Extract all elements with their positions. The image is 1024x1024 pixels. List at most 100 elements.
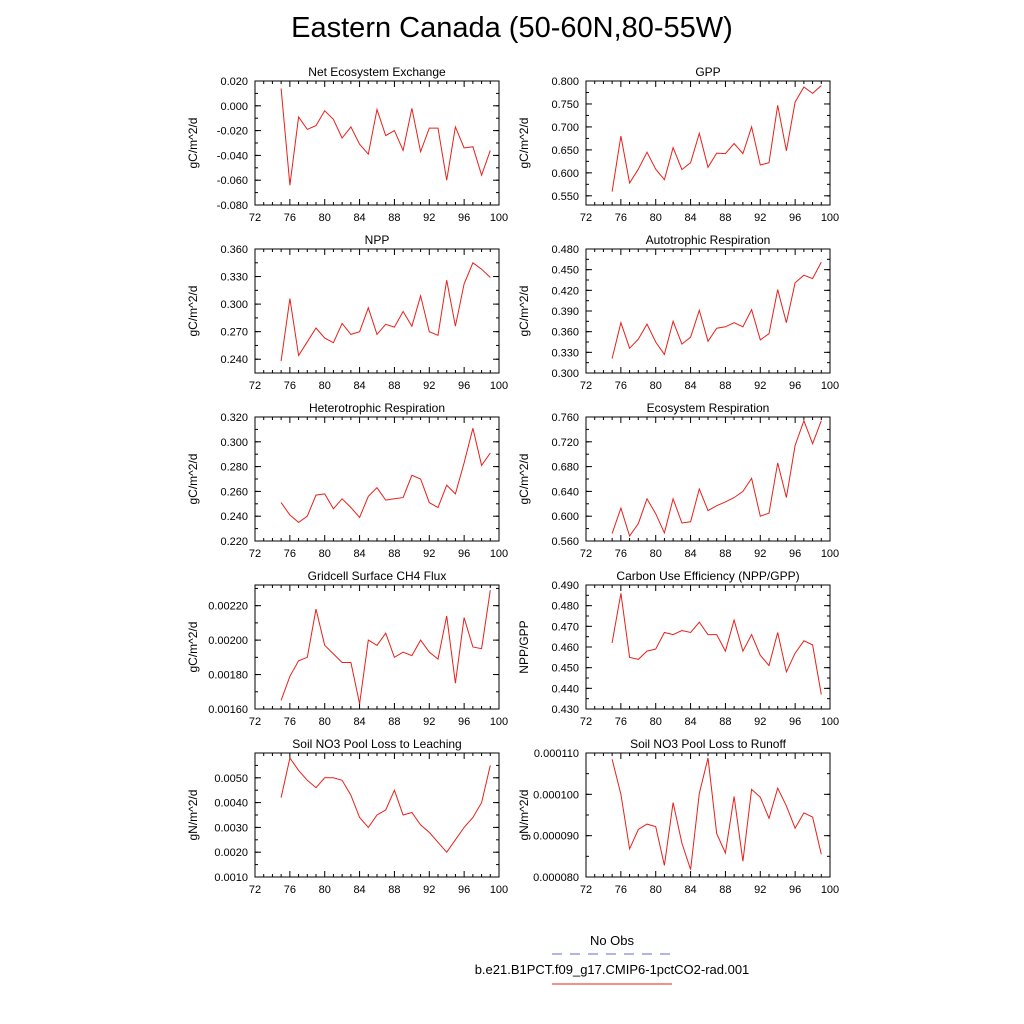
chart-frame — [254, 416, 500, 542]
x-tick-label: 100 — [821, 548, 839, 560]
x-tick-label: 92 — [754, 212, 766, 224]
chart-title: GPP — [695, 65, 720, 79]
x-tick-label: 76 — [284, 716, 296, 728]
x-tick-label: 100 — [821, 884, 839, 896]
x-tick-label: 84 — [353, 548, 365, 560]
y-tick-label: 0.0040 — [214, 798, 248, 810]
chart-title: Soil NO3 Pool Loss to Leaching — [292, 737, 461, 751]
x-tick-label: 80 — [319, 380, 331, 392]
x-tick-label: 84 — [684, 380, 696, 392]
y-tick-label: 0.800 — [551, 76, 579, 88]
x-tick-label: 80 — [319, 212, 331, 224]
chart-frame — [254, 584, 500, 710]
x-tick-label: 72 — [249, 716, 261, 728]
y-tick-label: 0.430 — [551, 704, 579, 716]
x-tick-label: 84 — [684, 548, 696, 560]
chart-title: Carbon Use Efficiency (NPP/GPP) — [616, 569, 799, 583]
series-line — [611, 419, 822, 538]
y-tick-label: 0.420 — [551, 285, 579, 297]
x-tick-label: 76 — [284, 548, 296, 560]
y-tick-label: -0.060 — [217, 175, 248, 187]
chart-title: Autotrophic Respiration — [646, 233, 771, 247]
chart-soil-no3-pool-loss-to-leaching: Soil NO3 Pool Loss to Leaching gN/m^2/d 72… — [186, 737, 508, 896]
x-tick-label: 72 — [580, 380, 592, 392]
y-tick-label: 0.260 — [220, 486, 248, 498]
x-tick-label: 92 — [754, 548, 766, 560]
y-tick-label: 0.640 — [551, 486, 579, 498]
page-title: Eastern Canada (50-60N,80-55W) — [291, 12, 733, 44]
y-tick-label: 0.0050 — [214, 773, 248, 785]
x-tick-label: 80 — [319, 884, 331, 896]
y-tick-label: 0.600 — [551, 168, 579, 180]
y-tick-label: 0.00220 — [208, 601, 248, 613]
x-tick-label: 100 — [490, 548, 508, 560]
x-tick-label: 96 — [789, 884, 801, 896]
x-tick-label: 88 — [388, 548, 400, 560]
x-tick-label: 92 — [423, 212, 435, 224]
x-tick-label: 72 — [249, 884, 261, 896]
x-tick-label: 100 — [490, 884, 508, 896]
y-tick-label: 0.020 — [220, 76, 248, 88]
x-tick-label: 96 — [789, 380, 801, 392]
chart-title: Soil NO3 Pool Loss to Runoff — [630, 737, 787, 751]
y-tick-label: 0.680 — [551, 462, 579, 474]
x-tick-label: 72 — [249, 548, 261, 560]
x-tick-label: 92 — [423, 548, 435, 560]
y-tick-label: 0.300 — [551, 368, 579, 380]
y-tick-label: 0.440 — [551, 683, 579, 695]
x-tick-label: 76 — [284, 380, 296, 392]
y-tick-label: 0.0010 — [214, 872, 248, 884]
series-line — [280, 756, 491, 854]
y-tick-label: 0.360 — [551, 327, 579, 339]
y-tick-label: -0.040 — [217, 150, 248, 162]
y-axis-label: gC/m^2/d — [517, 454, 531, 505]
y-axis-label: gN/m^2/d — [517, 790, 531, 841]
series-line — [280, 88, 491, 186]
y-axis-label: NPP/GPP — [517, 620, 531, 673]
x-tick-label: 80 — [650, 212, 662, 224]
chart-frame — [585, 248, 831, 374]
x-tick-label: 84 — [353, 716, 365, 728]
x-tick-label: 88 — [388, 380, 400, 392]
y-tick-label: 0.00160 — [208, 704, 248, 716]
x-tick-label: 84 — [684, 884, 696, 896]
x-tick-label: 84 — [353, 884, 365, 896]
x-tick-label: 72 — [249, 380, 261, 392]
chart-gridcell-surface-ch4-flux: Gridcell Surface CH4 Flux gC/m^2/d 72 76 80 8… — [186, 569, 508, 728]
legend-label-obs: No Obs — [589, 933, 635, 948]
y-axis-label: gC/m^2/d — [517, 118, 531, 169]
series-line — [611, 85, 822, 192]
y-tick-label: 0.240 — [220, 511, 248, 523]
x-tick-label: 96 — [458, 716, 470, 728]
x-tick-label: 96 — [458, 548, 470, 560]
x-tick-label: 84 — [353, 212, 365, 224]
chart-title: Net Ecosystem Exchange — [308, 65, 446, 79]
chart-gpp: GPP gC/m^2/d 72 76 80 84 88 92 96 100 0.800 0.750 0.… — [517, 65, 839, 224]
legend-line-obs — [552, 953, 672, 955]
y-tick-label: 0.450 — [551, 265, 579, 277]
y-tick-label: 0.270 — [220, 327, 248, 339]
chart-heterotrophic-respiration: Heterotrophic Respiration gC/m^2/d 72 76 80 8… — [186, 401, 508, 560]
y-tick-label: 0.300 — [220, 437, 248, 449]
y-tick-label: 0.360 — [220, 244, 248, 256]
x-tick-label: 88 — [719, 716, 731, 728]
x-tick-label: 100 — [821, 212, 839, 224]
series-line — [280, 428, 491, 524]
y-tick-label: 0.220 — [220, 536, 248, 548]
x-tick-label: 76 — [615, 716, 627, 728]
chart-title: Gridcell Surface CH4 Flux — [308, 569, 447, 583]
y-tick-label: 0.480 — [551, 601, 579, 613]
legend: No Obs b.e21.B1PCT.f09_g17.CMIP6-1pctCO2… — [0, 928, 1024, 998]
x-tick-label: 88 — [719, 884, 731, 896]
y-tick-label: 0.0020 — [214, 847, 248, 859]
x-tick-label: 80 — [319, 716, 331, 728]
x-tick-label: 72 — [580, 212, 592, 224]
y-tick-label: 0.000100 — [533, 789, 579, 801]
x-tick-label: 84 — [684, 212, 696, 224]
chart-carbon-use-efficiency-npp-gpp: Carbon Use Efficiency (NPP/GPP) NPP/GPP 72… — [517, 569, 839, 728]
y-tick-label: 0.330 — [551, 347, 579, 359]
x-tick-label: 76 — [615, 884, 627, 896]
y-tick-label: 0.00180 — [208, 670, 248, 682]
series-line — [611, 593, 822, 695]
y-tick-label: 0.320 — [220, 412, 248, 424]
